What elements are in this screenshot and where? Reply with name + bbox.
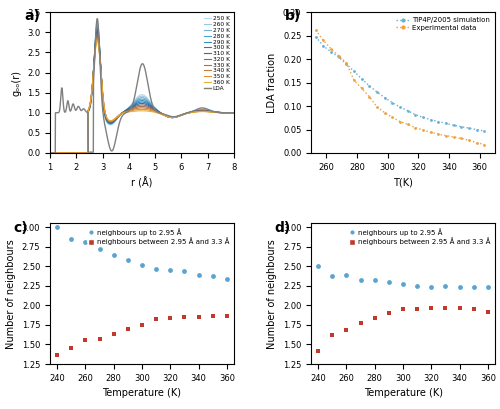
- Point: [399, 306, 407, 312]
- Point: [470, 306, 478, 312]
- Text: c): c): [13, 220, 28, 234]
- Point: [138, 261, 146, 268]
- Point: [223, 313, 231, 319]
- Y-axis label: gₒₒ(r): gₒₒ(r): [12, 70, 22, 96]
- Point: [152, 315, 160, 322]
- Legend: neighbours up to 2.95 Å, neighbours between 2.95 Å and 3.3 Å: neighbours up to 2.95 Å, neighbours betw…: [87, 227, 231, 246]
- Point: [67, 344, 75, 351]
- Point: [385, 310, 393, 317]
- Point: [484, 283, 492, 290]
- Text: d): d): [274, 220, 290, 234]
- Point: [456, 283, 464, 290]
- Legend: TIP4P/2005 simulation, Experimental data: TIP4P/2005 simulation, Experimental data: [394, 16, 492, 32]
- Text: b): b): [286, 9, 302, 23]
- Point: [328, 332, 336, 338]
- Point: [180, 314, 188, 320]
- Point: [67, 236, 75, 242]
- X-axis label: Temperature (K): Temperature (K): [102, 388, 182, 398]
- Point: [314, 263, 322, 270]
- Text: a): a): [24, 9, 40, 23]
- X-axis label: r (Å): r (Å): [132, 177, 152, 189]
- Point: [484, 308, 492, 315]
- Y-axis label: Number of neighbours: Number of neighbours: [268, 239, 278, 348]
- Y-axis label: LDA fraction: LDA fraction: [268, 52, 278, 113]
- Point: [138, 321, 146, 328]
- Point: [223, 276, 231, 282]
- Point: [110, 251, 118, 258]
- Point: [371, 315, 379, 321]
- Legend: 250 K, 260 K, 270 K, 280 K, 290 K, 300 K, 310 K, 320 K, 330 K, 340 K, 350 K, 360: 250 K, 260 K, 270 K, 280 K, 290 K, 300 K…: [203, 15, 231, 92]
- Point: [124, 326, 132, 332]
- Point: [328, 272, 336, 279]
- Point: [456, 304, 464, 311]
- Point: [82, 239, 90, 245]
- X-axis label: Temperature (K): Temperature (K): [364, 388, 442, 398]
- Point: [96, 246, 104, 252]
- Point: [124, 257, 132, 263]
- Point: [470, 283, 478, 290]
- Point: [399, 280, 407, 287]
- Y-axis label: Number of neighbours: Number of neighbours: [6, 239, 16, 348]
- Point: [356, 319, 364, 326]
- Point: [110, 330, 118, 337]
- Point: [342, 272, 350, 278]
- Point: [180, 268, 188, 274]
- Point: [413, 305, 421, 312]
- Point: [96, 336, 104, 342]
- Point: [166, 315, 174, 321]
- Point: [428, 283, 436, 290]
- Point: [152, 266, 160, 273]
- Point: [356, 276, 364, 283]
- Point: [82, 337, 90, 343]
- Point: [53, 224, 61, 231]
- Point: [442, 283, 450, 289]
- Point: [194, 272, 202, 278]
- Point: [428, 304, 436, 311]
- Point: [166, 267, 174, 274]
- Point: [371, 277, 379, 284]
- Point: [53, 351, 61, 358]
- Point: [208, 313, 216, 319]
- Point: [194, 314, 202, 320]
- Point: [442, 304, 450, 311]
- X-axis label: T(K): T(K): [393, 177, 413, 187]
- Point: [342, 327, 350, 334]
- Point: [314, 348, 322, 354]
- Legend: neighbours up to 2.95 Å, neighbours between 2.95 Å and 3.3 Å: neighbours up to 2.95 Å, neighbours betw…: [348, 227, 492, 246]
- Point: [413, 283, 421, 289]
- Point: [208, 273, 216, 280]
- Point: [385, 279, 393, 285]
